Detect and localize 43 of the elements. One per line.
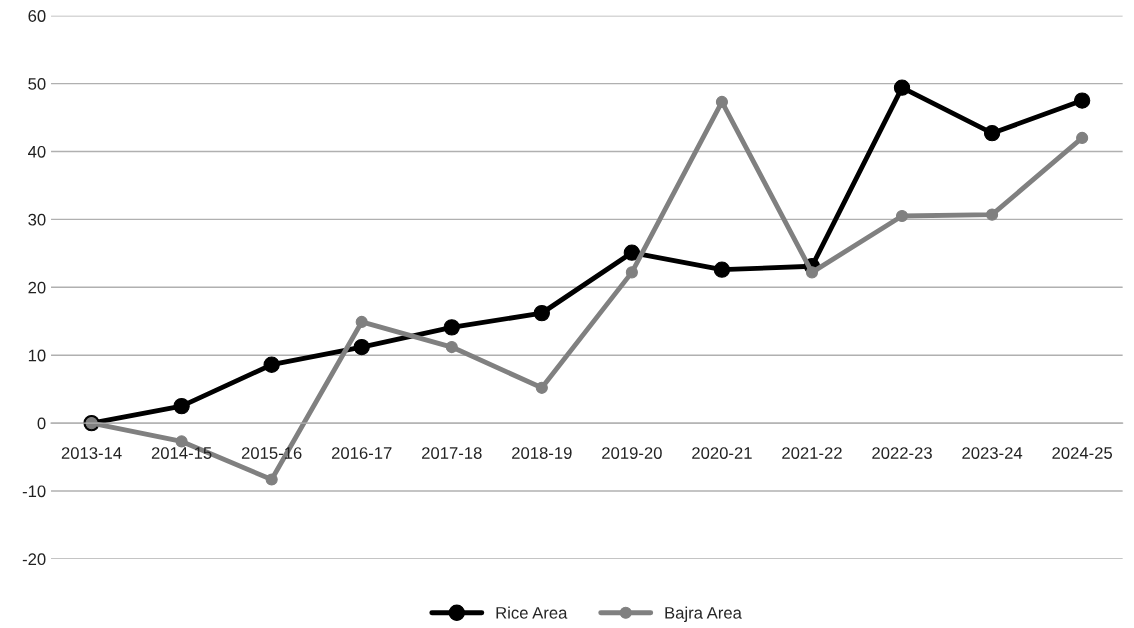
point bbox=[445, 340, 458, 354]
legend-label: Rice Area bbox=[496, 606, 568, 619]
y-tick-label: 20 bbox=[28, 281, 46, 294]
point bbox=[263, 356, 280, 373]
y-tick-label: 60 bbox=[28, 10, 46, 22]
point bbox=[535, 381, 548, 394]
x-tick-label: 2024-25 bbox=[1052, 447, 1113, 459]
x-tick-label: 2022-23 bbox=[872, 447, 932, 459]
point bbox=[625, 266, 638, 279]
x-tick-label: 2021-22 bbox=[782, 447, 842, 459]
y-tick-label: -20 bbox=[22, 553, 46, 566]
y-tick-label: 10 bbox=[28, 349, 46, 362]
point bbox=[983, 125, 1001, 142]
point bbox=[715, 95, 728, 109]
point bbox=[895, 209, 909, 223]
x-tick-label: 2017-18 bbox=[422, 447, 482, 459]
x-tick-label: 2016-17 bbox=[331, 447, 392, 459]
point bbox=[1073, 92, 1091, 109]
x-tick-label: 2014-15 bbox=[151, 447, 212, 459]
x-tick-label: 2018-19 bbox=[512, 447, 572, 459]
point bbox=[175, 435, 188, 448]
point bbox=[533, 304, 550, 322]
x-tick-label: 2013-14 bbox=[61, 447, 122, 459]
point bbox=[805, 266, 819, 279]
point bbox=[1076, 131, 1089, 144]
y-tick-label: 40 bbox=[28, 145, 46, 158]
x-tick-label: 2020-21 bbox=[692, 447, 752, 459]
point bbox=[443, 319, 460, 336]
legend-label: Bajra Area bbox=[665, 606, 742, 623]
point bbox=[986, 208, 999, 221]
point bbox=[353, 338, 370, 356]
y-tick-label: 30 bbox=[28, 213, 46, 226]
y-tick-label: 50 bbox=[28, 78, 46, 90]
y-tick-label: -10 bbox=[22, 485, 46, 498]
x-tick-label: 2023-24 bbox=[962, 447, 1023, 459]
point bbox=[713, 261, 731, 278]
point bbox=[355, 315, 368, 329]
point bbox=[623, 244, 641, 261]
point bbox=[265, 473, 278, 486]
y-tick-label: 0 bbox=[37, 417, 46, 430]
point bbox=[893, 79, 911, 96]
x-tick-label: 2019-20 bbox=[602, 447, 662, 459]
point bbox=[173, 397, 190, 415]
